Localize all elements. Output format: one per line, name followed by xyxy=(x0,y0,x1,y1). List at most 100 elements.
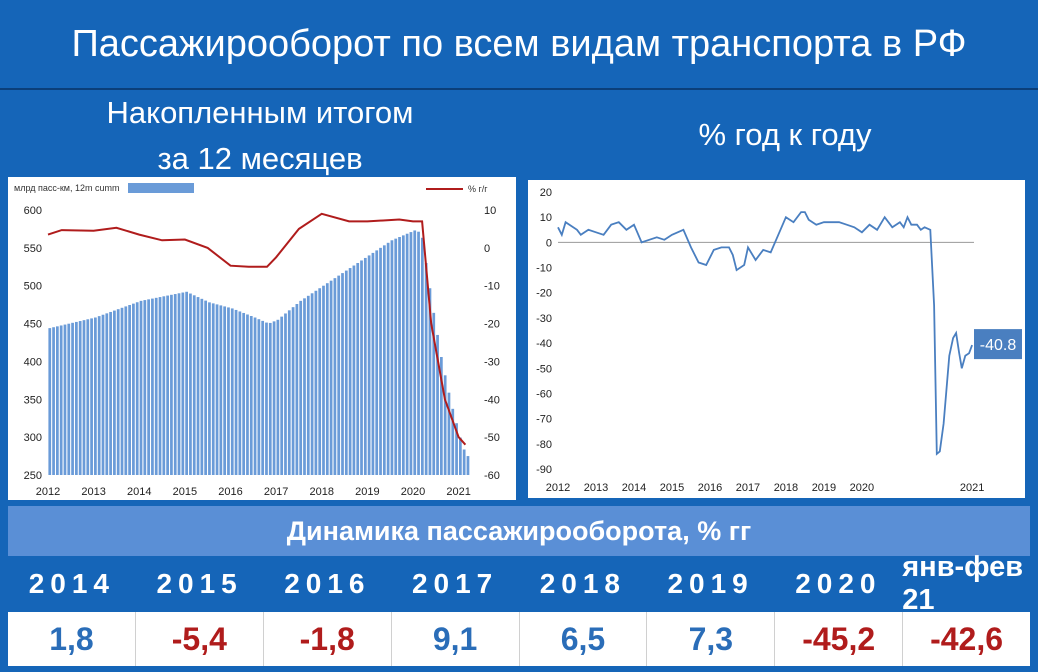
y-tick-label: 550 xyxy=(24,243,42,255)
bar xyxy=(105,313,109,475)
bar xyxy=(432,312,436,475)
bar xyxy=(71,322,74,475)
y-tick-label: 600 xyxy=(24,205,42,217)
bar xyxy=(223,306,227,475)
left-subtitle: Накопленным итогом за 12 месяцев xyxy=(40,90,480,182)
table-value-cell: -5,4 xyxy=(134,612,263,666)
bar xyxy=(398,237,401,475)
bar xyxy=(253,317,257,475)
bar xyxy=(284,313,287,475)
series-line-yoy xyxy=(47,212,467,446)
bar xyxy=(234,309,238,475)
table-title: Динамика пассажирооборота, % гг xyxy=(8,506,1030,556)
bar xyxy=(59,325,63,475)
y2-tick-label: -30 xyxy=(484,356,500,368)
bar xyxy=(306,295,310,475)
bar xyxy=(420,237,424,475)
bar xyxy=(147,299,150,475)
bar xyxy=(417,231,420,475)
bar xyxy=(451,408,455,475)
y-tick-label: 20 xyxy=(540,187,552,199)
table-value-cell: 7,3 xyxy=(646,612,774,666)
y2-tick-label: 0 xyxy=(484,243,490,255)
bar xyxy=(428,288,432,475)
table-year-cell: 2018 xyxy=(539,568,627,599)
bar xyxy=(97,316,101,475)
table-year-cell: 2020 xyxy=(795,568,882,599)
y2-tick-label: -50 xyxy=(484,432,500,444)
bar xyxy=(405,233,409,475)
bar xyxy=(371,252,375,475)
bar xyxy=(337,275,341,475)
bar xyxy=(249,316,253,475)
x-tick-label: 2013 xyxy=(81,486,105,498)
y2-tick-label: 10 xyxy=(484,205,496,217)
bar xyxy=(310,293,314,475)
bar xyxy=(82,320,86,475)
bar xyxy=(196,297,200,475)
bar xyxy=(143,300,147,475)
table-year-cell: 2016 xyxy=(284,568,371,599)
y-tick-label: -70 xyxy=(536,414,552,426)
table-year-cell: 2014 xyxy=(28,568,116,599)
last-value-label: -40.8 xyxy=(980,337,1017,354)
right-chart-panel: 20 10 0 -10 -20 -30 -40 -50 -60 -70 -80 -90 2012 2013… xyxy=(528,180,1025,498)
bar xyxy=(386,242,390,475)
bar xyxy=(173,294,177,475)
bar xyxy=(113,310,116,475)
bar xyxy=(162,296,166,475)
left-chart-panel: млрд пасс-км, 12m cumm % г/г 250 300 350 400 4… xyxy=(8,177,516,500)
table-values-row: 1,8 -5,4 -1,8 9,1 6,5 7,3 -45,2 -42,6 xyxy=(8,612,1030,666)
bar xyxy=(265,322,268,475)
bar xyxy=(170,294,173,475)
x-tick-label: 2016 xyxy=(698,482,722,494)
y-tick-label: -60 xyxy=(536,388,552,400)
x-tick-label: 2020 xyxy=(850,482,874,494)
legend-line-label: % г/г xyxy=(468,184,488,194)
bar xyxy=(52,327,55,475)
bar xyxy=(109,311,112,475)
y-tick-label: 500 xyxy=(24,281,42,293)
yoy-chart: 20 10 0 -10 -20 -30 -40 -50 -60 -70 -80 -90 2012 2013… xyxy=(536,187,1022,494)
bar xyxy=(230,308,234,475)
bar xyxy=(257,319,261,475)
bar xyxy=(314,290,318,475)
legend-bars-label: млрд пасс-км, 12m cumm xyxy=(14,183,120,193)
bar xyxy=(211,303,215,475)
x-tick-label: 2016 xyxy=(218,486,242,498)
table-year-cell: янв-фев 21 xyxy=(902,551,1024,616)
bar xyxy=(132,303,135,475)
bar xyxy=(409,232,413,475)
bar xyxy=(287,310,291,475)
bar xyxy=(322,285,325,475)
series-line-yoy xyxy=(557,211,973,456)
bar xyxy=(367,255,371,475)
table-years-row: 2014 2015 2016 2017 2018 2019 2020 янв-фев 21 xyxy=(8,551,1030,616)
x-tick-label: 2018 xyxy=(309,486,333,498)
bar xyxy=(356,263,360,475)
bar xyxy=(413,230,417,475)
bar xyxy=(135,302,139,475)
bar xyxy=(181,292,185,475)
bar xyxy=(329,280,333,475)
bar xyxy=(158,297,162,475)
bar xyxy=(238,311,242,475)
x-tick-label: 2018 xyxy=(774,482,798,494)
bar xyxy=(455,423,458,475)
bar xyxy=(215,304,219,475)
last-value-box xyxy=(974,329,1022,360)
bar xyxy=(375,250,379,475)
y-tick-label: -20 xyxy=(536,288,552,300)
bar xyxy=(189,293,192,475)
x-tick-label: 2021 xyxy=(446,486,470,498)
bar xyxy=(333,278,337,475)
x-tick-label: 2014 xyxy=(127,486,151,498)
bar xyxy=(295,304,299,475)
bar xyxy=(443,375,447,475)
right-subtitle: % год к году xyxy=(698,117,872,152)
table-year-cell: 2019 xyxy=(667,568,754,599)
x-tick-label: 2020 xyxy=(401,486,425,498)
bar xyxy=(78,321,82,475)
bar xyxy=(166,295,169,475)
legend-bars-swatch xyxy=(128,183,194,193)
